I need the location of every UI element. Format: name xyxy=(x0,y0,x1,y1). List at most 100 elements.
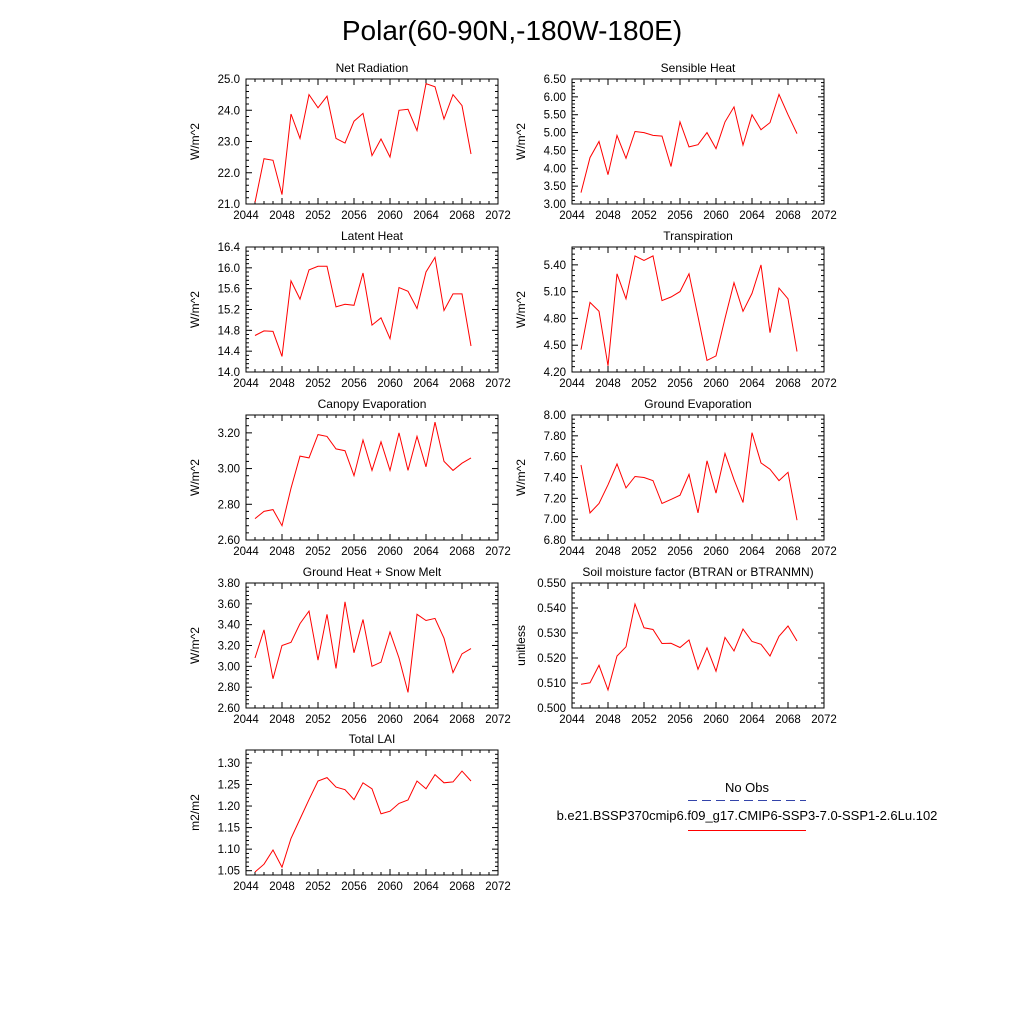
y-tick-label: 0.510 xyxy=(537,678,566,690)
x-tick-label: 2056 xyxy=(341,714,367,726)
panel-title: Canopy Evaporation xyxy=(318,397,427,411)
x-tick-label: 2056 xyxy=(341,881,367,893)
x-tick-label: 2048 xyxy=(269,546,295,558)
x-tick-label: 2048 xyxy=(269,378,295,390)
legend: No Obs b.e21.BSSP370cmip6.f09_g17.CMIP6-… xyxy=(557,780,938,831)
x-tick-label: 2060 xyxy=(703,714,729,726)
y-tick-label: 6.80 xyxy=(544,535,566,547)
y-tick-label: 1.30 xyxy=(218,758,240,770)
y-tick-label: 3.00 xyxy=(544,199,566,211)
chart-panel: Soil moisture factor (BTRAN or BTRANMN) u… xyxy=(514,565,837,726)
x-tick-label: 2044 xyxy=(559,210,585,222)
panel-title: Ground Heat + Snow Melt xyxy=(303,565,442,579)
chart-panel: Transpiration W/m^2 2044 2048 2052 2056 2060 20… xyxy=(514,229,837,390)
y-tick-label: 7.00 xyxy=(544,514,566,526)
y-tick-label: 0.550 xyxy=(537,578,566,590)
y-axis-label: W/m^2 xyxy=(514,459,528,496)
x-tick-label: 2064 xyxy=(739,546,765,558)
y-tick-label: 0.540 xyxy=(537,603,566,615)
x-tick-label: 2060 xyxy=(377,210,403,222)
y-tick-label: 1.15 xyxy=(218,823,240,835)
x-tick-label: 2072 xyxy=(811,546,837,558)
y-tick-label: 5.50 xyxy=(544,110,566,122)
y-tick-label: 3.20 xyxy=(218,641,240,653)
x-tick-label: 2072 xyxy=(485,714,511,726)
y-tick-label: 5.00 xyxy=(544,128,566,140)
x-tick-label: 2068 xyxy=(449,881,475,893)
y-tick-label: 1.10 xyxy=(218,844,240,856)
x-tick-label: 2072 xyxy=(811,210,837,222)
x-tick-label: 2044 xyxy=(559,546,585,558)
y-tick-label: 5.40 xyxy=(544,260,566,272)
y-tick-label: 6.50 xyxy=(544,74,566,86)
panel-title: Latent Heat xyxy=(341,229,404,243)
y-tick-label: 0.530 xyxy=(537,628,566,640)
panel-title: Total LAI xyxy=(349,732,396,746)
y-axis-label: W/m^2 xyxy=(188,627,202,664)
y-axis-label: W/m^2 xyxy=(188,123,202,160)
x-tick-label: 2048 xyxy=(595,546,621,558)
x-tick-label: 2060 xyxy=(377,881,403,893)
y-tick-label: 14.8 xyxy=(218,325,240,337)
y-tick-label: 15.6 xyxy=(218,284,240,296)
x-tick-label: 2056 xyxy=(667,714,693,726)
x-tick-label: 2048 xyxy=(269,714,295,726)
x-tick-label: 2068 xyxy=(775,546,801,558)
x-tick-label: 2060 xyxy=(377,714,403,726)
x-tick-label: 2052 xyxy=(305,714,331,726)
y-tick-label: 3.60 xyxy=(218,599,240,611)
y-tick-label: 4.80 xyxy=(544,313,566,325)
x-tick-label: 2060 xyxy=(703,210,729,222)
x-tick-label: 2064 xyxy=(413,210,439,222)
y-tick-label: 3.00 xyxy=(218,464,240,476)
y-tick-label: 14.4 xyxy=(218,346,241,358)
y-tick-label: 2.80 xyxy=(218,682,240,694)
x-tick-label: 2064 xyxy=(739,714,765,726)
y-tick-label: 2.60 xyxy=(218,703,240,715)
y-tick-label: 6.00 xyxy=(544,92,566,104)
y-tick-label: 7.40 xyxy=(544,473,566,485)
x-tick-label: 2048 xyxy=(595,714,621,726)
series-line xyxy=(580,602,798,692)
x-tick-label: 2068 xyxy=(449,714,475,726)
y-tick-label: 3.20 xyxy=(218,428,240,440)
x-tick-label: 2044 xyxy=(233,714,259,726)
chart-panel: Ground Heat + Snow Melt W/m^2 2044 2048 2052… xyxy=(188,565,511,726)
y-axis-label: W/m^2 xyxy=(514,291,528,328)
chart-panel: Total LAI m2/m2 2044 2048 2052 2056 2060 2064 20… xyxy=(188,732,511,893)
legend-case-label: b.e21.BSSP370cmip6.f09_g17.CMIP6-SSP3-7.… xyxy=(557,808,938,823)
x-tick-label: 2044 xyxy=(559,714,585,726)
x-tick-label: 2052 xyxy=(305,210,331,222)
y-tick-label: 21.0 xyxy=(218,199,240,211)
x-tick-label: 2060 xyxy=(377,546,403,558)
panel-title: Sensible Heat xyxy=(661,61,736,75)
y-tick-label: 4.20 xyxy=(544,367,566,379)
figure-title: Polar(60-90N,-180W-180E) xyxy=(342,15,682,46)
x-tick-label: 2052 xyxy=(631,546,657,558)
x-tick-label: 2068 xyxy=(449,210,475,222)
x-tick-label: 2068 xyxy=(449,546,475,558)
panel-title: Soil moisture factor (BTRAN or BTRANMN) xyxy=(582,565,813,579)
series-line xyxy=(580,432,798,521)
x-tick-label: 2068 xyxy=(775,714,801,726)
x-tick-label: 2072 xyxy=(485,546,511,558)
y-tick-label: 0.520 xyxy=(537,653,566,665)
x-tick-label: 2044 xyxy=(233,210,259,222)
y-tick-label: 2.80 xyxy=(218,499,240,511)
x-tick-label: 2072 xyxy=(811,378,837,390)
y-tick-label: 14.0 xyxy=(218,367,240,379)
x-tick-label: 2060 xyxy=(377,378,403,390)
chart-panel: Canopy Evaporation W/m^2 2044 2048 2052 2056 2… xyxy=(188,397,511,558)
y-tick-label: 4.50 xyxy=(544,340,566,352)
series-line xyxy=(254,770,472,873)
x-tick-label: 2044 xyxy=(233,378,259,390)
x-tick-label: 2068 xyxy=(449,378,475,390)
y-tick-label: 1.20 xyxy=(218,801,240,813)
x-tick-label: 2048 xyxy=(269,210,295,222)
x-tick-label: 2056 xyxy=(341,378,367,390)
x-tick-label: 2072 xyxy=(811,714,837,726)
y-axis-label: unitless xyxy=(514,625,528,666)
chart-panel: Ground Evaporation W/m^2 2044 2048 2052 2056 2… xyxy=(514,397,837,558)
panel-title: Transpiration xyxy=(663,229,733,243)
x-tick-label: 2052 xyxy=(631,714,657,726)
